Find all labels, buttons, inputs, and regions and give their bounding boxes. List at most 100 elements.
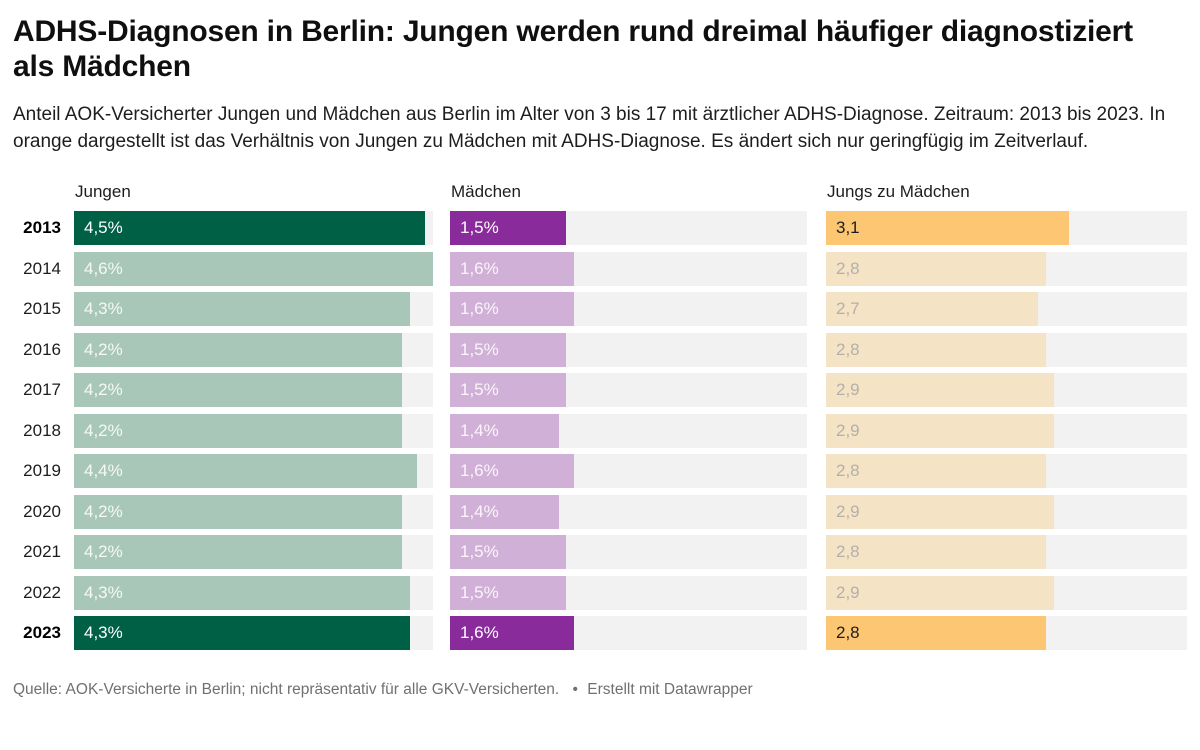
- ratio-value-label: 2,8: [836, 542, 860, 562]
- maedchen-bar: 1,6%: [450, 616, 575, 651]
- ratio-value-label: 2,7: [836, 299, 860, 319]
- jungen-bar-track: 4,2%: [74, 413, 433, 448]
- maedchen-value-label: 1,6%: [460, 461, 499, 481]
- table-row-2013: 2013 4,5% 1,5% 3,1: [13, 211, 1188, 246]
- table-row-2022: 2022 4,3% 1,5% 2,9: [13, 575, 1188, 610]
- maedchen-bar-track: 1,6%: [450, 251, 807, 286]
- table-row-2017: 2017 4,2% 1,5% 2,9: [13, 373, 1188, 408]
- ratio-bar-track: 2,8: [826, 454, 1187, 489]
- jungen-bar: 4,2%: [74, 332, 402, 367]
- maedchen-bar-track: 1,4%: [450, 494, 807, 529]
- source-note: Quelle: AOK-Versicherte in Berlin; nicht…: [13, 681, 560, 699]
- column-headers: Jungen Mädchen Jungs zu Mädchen: [13, 182, 1188, 202]
- jungen-bar-track: 4,2%: [74, 373, 433, 408]
- table-row-2015: 2015 4,3% 1,6% 2,7: [13, 292, 1188, 327]
- maedchen-value-label: 1,5%: [460, 380, 499, 400]
- maedchen-bar: 1,6%: [450, 292, 575, 327]
- chart-description: Anteil AOK-Versicherter Jungen und Mädch…: [13, 104, 1166, 153]
- jungen-bar-track: 4,2%: [74, 332, 433, 367]
- maedchen-bar-track: 1,6%: [450, 454, 807, 489]
- jungen-value-label: 4,2%: [84, 420, 123, 440]
- datawrapper-attribution-link[interactable]: Erstellt mit Datawrapper: [587, 681, 753, 699]
- year-label: 2022: [23, 582, 61, 602]
- jungen-bar-track: 4,2%: [74, 535, 433, 570]
- jungen-value-label: 4,3%: [84, 299, 123, 319]
- year-label: 2014: [23, 258, 61, 278]
- maedchen-value-label: 1,4%: [460, 501, 499, 521]
- ratio-bar-track: 2,9: [826, 373, 1187, 408]
- ratio-value-label: 2,8: [836, 461, 860, 481]
- jungen-bar-track: 4,5%: [74, 211, 433, 246]
- jungen-bar: 4,2%: [74, 494, 402, 529]
- ratio-value-label: 2,9: [836, 582, 860, 602]
- maedchen-value-label: 1,6%: [460, 258, 499, 278]
- jungen-bar: 4,2%: [74, 413, 402, 448]
- ratio-bar: 2,8: [826, 454, 1046, 489]
- ratio-bar-track: 2,9: [826, 575, 1187, 610]
- ratio-bar-track: 2,9: [826, 413, 1187, 448]
- jungen-bar: 4,5%: [74, 211, 426, 246]
- ratio-bar: 2,9: [826, 413, 1054, 448]
- year-label: 2023: [23, 623, 61, 643]
- year-label: 2018: [23, 420, 61, 440]
- ratio-bar-track: 2,8: [826, 251, 1187, 286]
- jungen-value-label: 4,3%: [84, 623, 123, 643]
- maedchen-bar: 1,4%: [450, 494, 559, 529]
- year-label: 2016: [23, 339, 61, 359]
- table-row-2020: 2020 4,2% 1,4% 2,9: [13, 494, 1188, 529]
- table-row-2016: 2016 4,2% 1,5% 2,8: [13, 332, 1188, 367]
- maedchen-value-label: 1,4%: [460, 420, 499, 440]
- column-header-maedchen: Mädchen: [451, 182, 521, 202]
- maedchen-bar: 1,5%: [450, 535, 567, 570]
- ratio-value-label: 2,8: [836, 339, 860, 359]
- jungen-bar-track: 4,3%: [74, 575, 433, 610]
- ratio-value-label: 2,9: [836, 501, 860, 521]
- jungen-bar-track: 4,3%: [74, 616, 433, 651]
- ratio-bar: 2,9: [826, 494, 1054, 529]
- jungen-value-label: 4,2%: [84, 380, 123, 400]
- jungen-value-label: 4,5%: [84, 218, 123, 238]
- ratio-bar: 2,8: [826, 616, 1046, 651]
- table-row-2014: 2014 4,6% 1,6% 2,8: [13, 251, 1188, 286]
- ratio-value-label: 2,8: [836, 258, 860, 278]
- ratio-bar-track: 2,8: [826, 535, 1187, 570]
- table-row-2021: 2021 4,2% 1,5% 2,8: [13, 535, 1188, 570]
- maedchen-bar-track: 1,5%: [450, 332, 807, 367]
- table-row-2023: 2023 4,3% 1,6% 2,8: [13, 616, 1188, 651]
- maedchen-bar-track: 1,5%: [450, 373, 807, 408]
- ratio-bar: 2,8: [826, 535, 1046, 570]
- ratio-bar: 3,1: [826, 211, 1070, 246]
- maedchen-bar: 1,6%: [450, 251, 575, 286]
- ratio-bar-track: 2,7: [826, 292, 1187, 327]
- table-row-2018: 2018 4,2% 1,4% 2,9: [13, 413, 1188, 448]
- jungen-value-label: 4,4%: [84, 461, 123, 481]
- year-label: 2015: [23, 299, 61, 319]
- maedchen-bar-track: 1,5%: [450, 575, 807, 610]
- maedchen-bar: 1,4%: [450, 413, 559, 448]
- ratio-bar: 2,9: [826, 575, 1054, 610]
- ratio-value-label: 3,1: [836, 218, 860, 238]
- ratio-bar-track: 2,8: [826, 332, 1187, 367]
- bar-rows: 2013 4,5% 1,5% 3,1 2014 4,6% 1,6% 2,8 2015 4,3% 1,…: [13, 211, 1188, 651]
- maedchen-bar: 1,5%: [450, 332, 567, 367]
- maedchen-bar: 1,6%: [450, 454, 575, 489]
- jungen-bar-track: 4,2%: [74, 494, 433, 529]
- jungen-bar-track: 4,4%: [74, 454, 433, 489]
- ratio-bar-track: 3,1: [826, 211, 1187, 246]
- jungen-bar: 4,3%: [74, 575, 410, 610]
- jungen-bar-track: 4,3%: [74, 292, 433, 327]
- maedchen-bar-track: 1,6%: [450, 292, 807, 327]
- year-label: 2017: [23, 380, 61, 400]
- ratio-value-label: 2,8: [836, 623, 860, 643]
- maedchen-value-label: 1,6%: [460, 623, 499, 643]
- maedchen-bar-track: 1,6%: [450, 616, 807, 651]
- maedchen-bar: 1,5%: [450, 373, 567, 408]
- jungen-value-label: 4,6%: [84, 258, 123, 278]
- ratio-bar: 2,8: [826, 332, 1046, 367]
- table-row-2019: 2019 4,4% 1,6% 2,8: [13, 454, 1188, 489]
- year-label: 2020: [23, 501, 61, 521]
- year-label: 2019: [23, 461, 61, 481]
- ratio-bar: 2,7: [826, 292, 1038, 327]
- jungen-value-label: 4,2%: [84, 542, 123, 562]
